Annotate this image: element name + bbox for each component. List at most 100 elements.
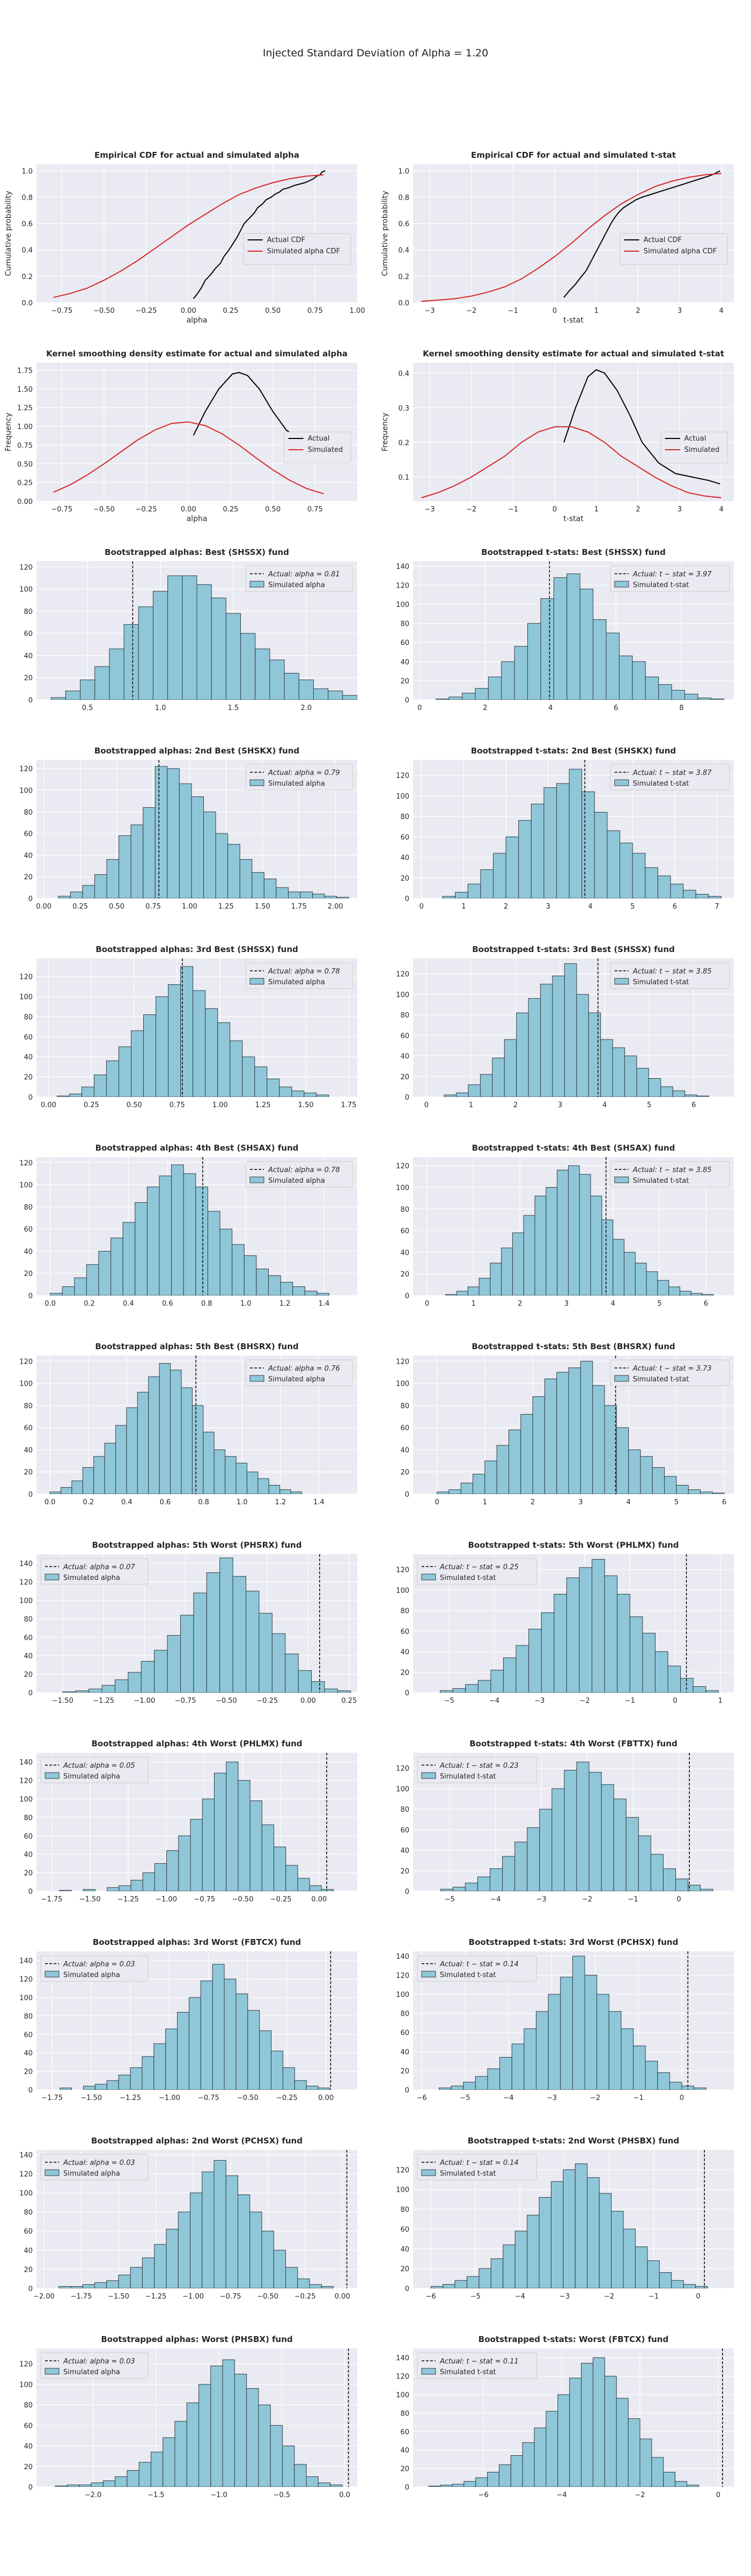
legend-box: [610, 565, 730, 592]
x-tick-label: −5: [444, 1697, 454, 1705]
plot-marks: [56, 958, 329, 1097]
histogram-bar: [514, 646, 528, 700]
x-tick-label: 0.8: [201, 1300, 212, 1308]
histogram-bar: [428, 2485, 441, 2487]
histogram-bar: [679, 1291, 691, 1296]
chart-title: Bootstrapped alphas: 3rd Best (SHSSX) fu…: [95, 945, 298, 954]
y-tick-label: 0: [405, 2285, 409, 2293]
histogram-bar: [115, 1425, 127, 1494]
x-tick-label: −6: [478, 2491, 489, 2499]
histogram-bar: [477, 1876, 491, 1891]
y-tick-label: 0: [405, 1491, 409, 1499]
y-tick-label: 0: [28, 1094, 33, 1102]
histogram-bar: [657, 2072, 670, 2090]
x-tick-label: 1.00: [350, 307, 365, 315]
legend-label: Simulated alpha: [63, 1574, 120, 1582]
histogram-bar: [536, 2011, 549, 2090]
y-tick-label: 20: [24, 874, 33, 882]
y-tick-label: 1.0: [398, 167, 409, 175]
chart-title: Bootstrapped alphas: 2nd Best (SHSKX) fu…: [94, 746, 299, 756]
histogram-bar: [282, 2067, 295, 2090]
y-tick-label: 0.4: [398, 370, 409, 378]
x-tick-label: 1.4: [313, 1498, 325, 1506]
histogram-bar: [306, 2476, 319, 2487]
histogram-bar: [274, 1846, 286, 1891]
histogram-bar: [448, 697, 463, 700]
x-tick-label: 2.0: [301, 704, 312, 712]
histogram-bar: [109, 648, 124, 700]
histogram-bar: [191, 796, 204, 898]
y-tick-label: 0.6: [398, 221, 409, 229]
histogram-bar: [660, 1086, 673, 1097]
x-tick-label: 0.25: [223, 307, 238, 315]
histogram-bar: [171, 1164, 184, 1296]
chart-panel-18: Bootstrapped alphas: 3rd Worst (FBTCX) f…: [19, 1937, 357, 2102]
x-tick-label: −6: [417, 2094, 427, 2102]
histogram-bar: [690, 1293, 703, 1296]
chart-panel-7: Bootstrapped t-stats: 2nd Best (SHSKX) f…: [396, 746, 734, 911]
x-tick-label: −1.00: [134, 1697, 155, 1705]
y-tick-label: 60: [400, 1227, 409, 1235]
histogram-bar: [127, 2470, 139, 2487]
histogram-bar: [592, 2357, 605, 2487]
legend-label: Actual: t − stat = 0.11: [439, 2358, 519, 2366]
x-tick-label: 0.4: [121, 1498, 132, 1506]
histogram-bar: [93, 1456, 105, 1494]
histogram-bar: [499, 2057, 512, 2090]
histogram-bar: [694, 2087, 706, 2090]
histogram-bar: [261, 1824, 275, 1891]
x-tick-label: 8: [679, 704, 683, 712]
y-tick-label: 0: [405, 2087, 409, 2095]
histogram-bar: [71, 1480, 83, 1494]
histogram-bar: [156, 996, 169, 1097]
histogram-bar: [688, 1885, 701, 1891]
histogram-bar: [688, 1489, 701, 1494]
y-tick-label: 40: [400, 2447, 409, 2455]
y-tick-label: 80: [24, 1615, 33, 1623]
x-tick-label: 0.50: [127, 1101, 142, 1109]
histogram-bar: [298, 679, 314, 700]
histogram-bar: [552, 975, 565, 1097]
histogram-bar: [143, 807, 156, 898]
plot-marks: [58, 2150, 348, 2288]
y-tick-label: 60: [400, 1032, 409, 1040]
y-tick-label: 120: [396, 1972, 409, 1980]
histogram-bar: [576, 994, 589, 1097]
x-tick-label: 4: [588, 903, 592, 911]
x-tick-label: 4: [627, 1498, 631, 1506]
histogram-bar: [119, 1885, 131, 1891]
histogram-bar: [592, 1559, 605, 1693]
legend-label: Simulated t-stat: [440, 1574, 496, 1582]
x-tick-label: −2: [466, 506, 476, 514]
y-tick-label: 0.2: [21, 273, 33, 281]
x-tick-label: 3: [578, 1498, 583, 1506]
histogram-bar: [612, 1047, 625, 1097]
x-tick-label: 0.00: [311, 1896, 327, 1904]
y-tick-label: 20: [24, 1074, 33, 1082]
x-tick-label: 1.0: [155, 704, 166, 712]
x-tick-label: 3: [564, 1300, 569, 1308]
histogram-bar: [219, 1228, 233, 1296]
y-tick-label: 60: [24, 1833, 33, 1841]
y-tick-label: 100: [19, 2381, 33, 2389]
histogram-bar: [130, 2267, 143, 2288]
histogram-bar: [490, 1670, 504, 1693]
x-tick-label: 0.75: [145, 903, 161, 911]
histogram-bar: [166, 1850, 179, 1891]
histogram-bar: [313, 688, 329, 700]
histogram-bar: [456, 1092, 469, 1097]
histogram-bar: [620, 843, 633, 898]
legend-label: Simulated alpha CDF: [644, 247, 717, 255]
histogram-bar: [279, 1489, 291, 1494]
y-tick-label: 100: [396, 1380, 409, 1388]
legend-label: Simulated alpha: [268, 581, 325, 589]
histogram-bar: [493, 853, 506, 898]
histogram-bar: [593, 619, 607, 700]
histogram-bar: [256, 1268, 269, 1296]
histogram-bar: [294, 2464, 307, 2487]
legend-swatch: [45, 1772, 60, 1779]
histogram-bar: [177, 2012, 189, 2090]
plot-marks: [49, 1356, 303, 1494]
y-tick-label: 120: [396, 582, 409, 590]
histogram-bar: [672, 1091, 686, 1097]
